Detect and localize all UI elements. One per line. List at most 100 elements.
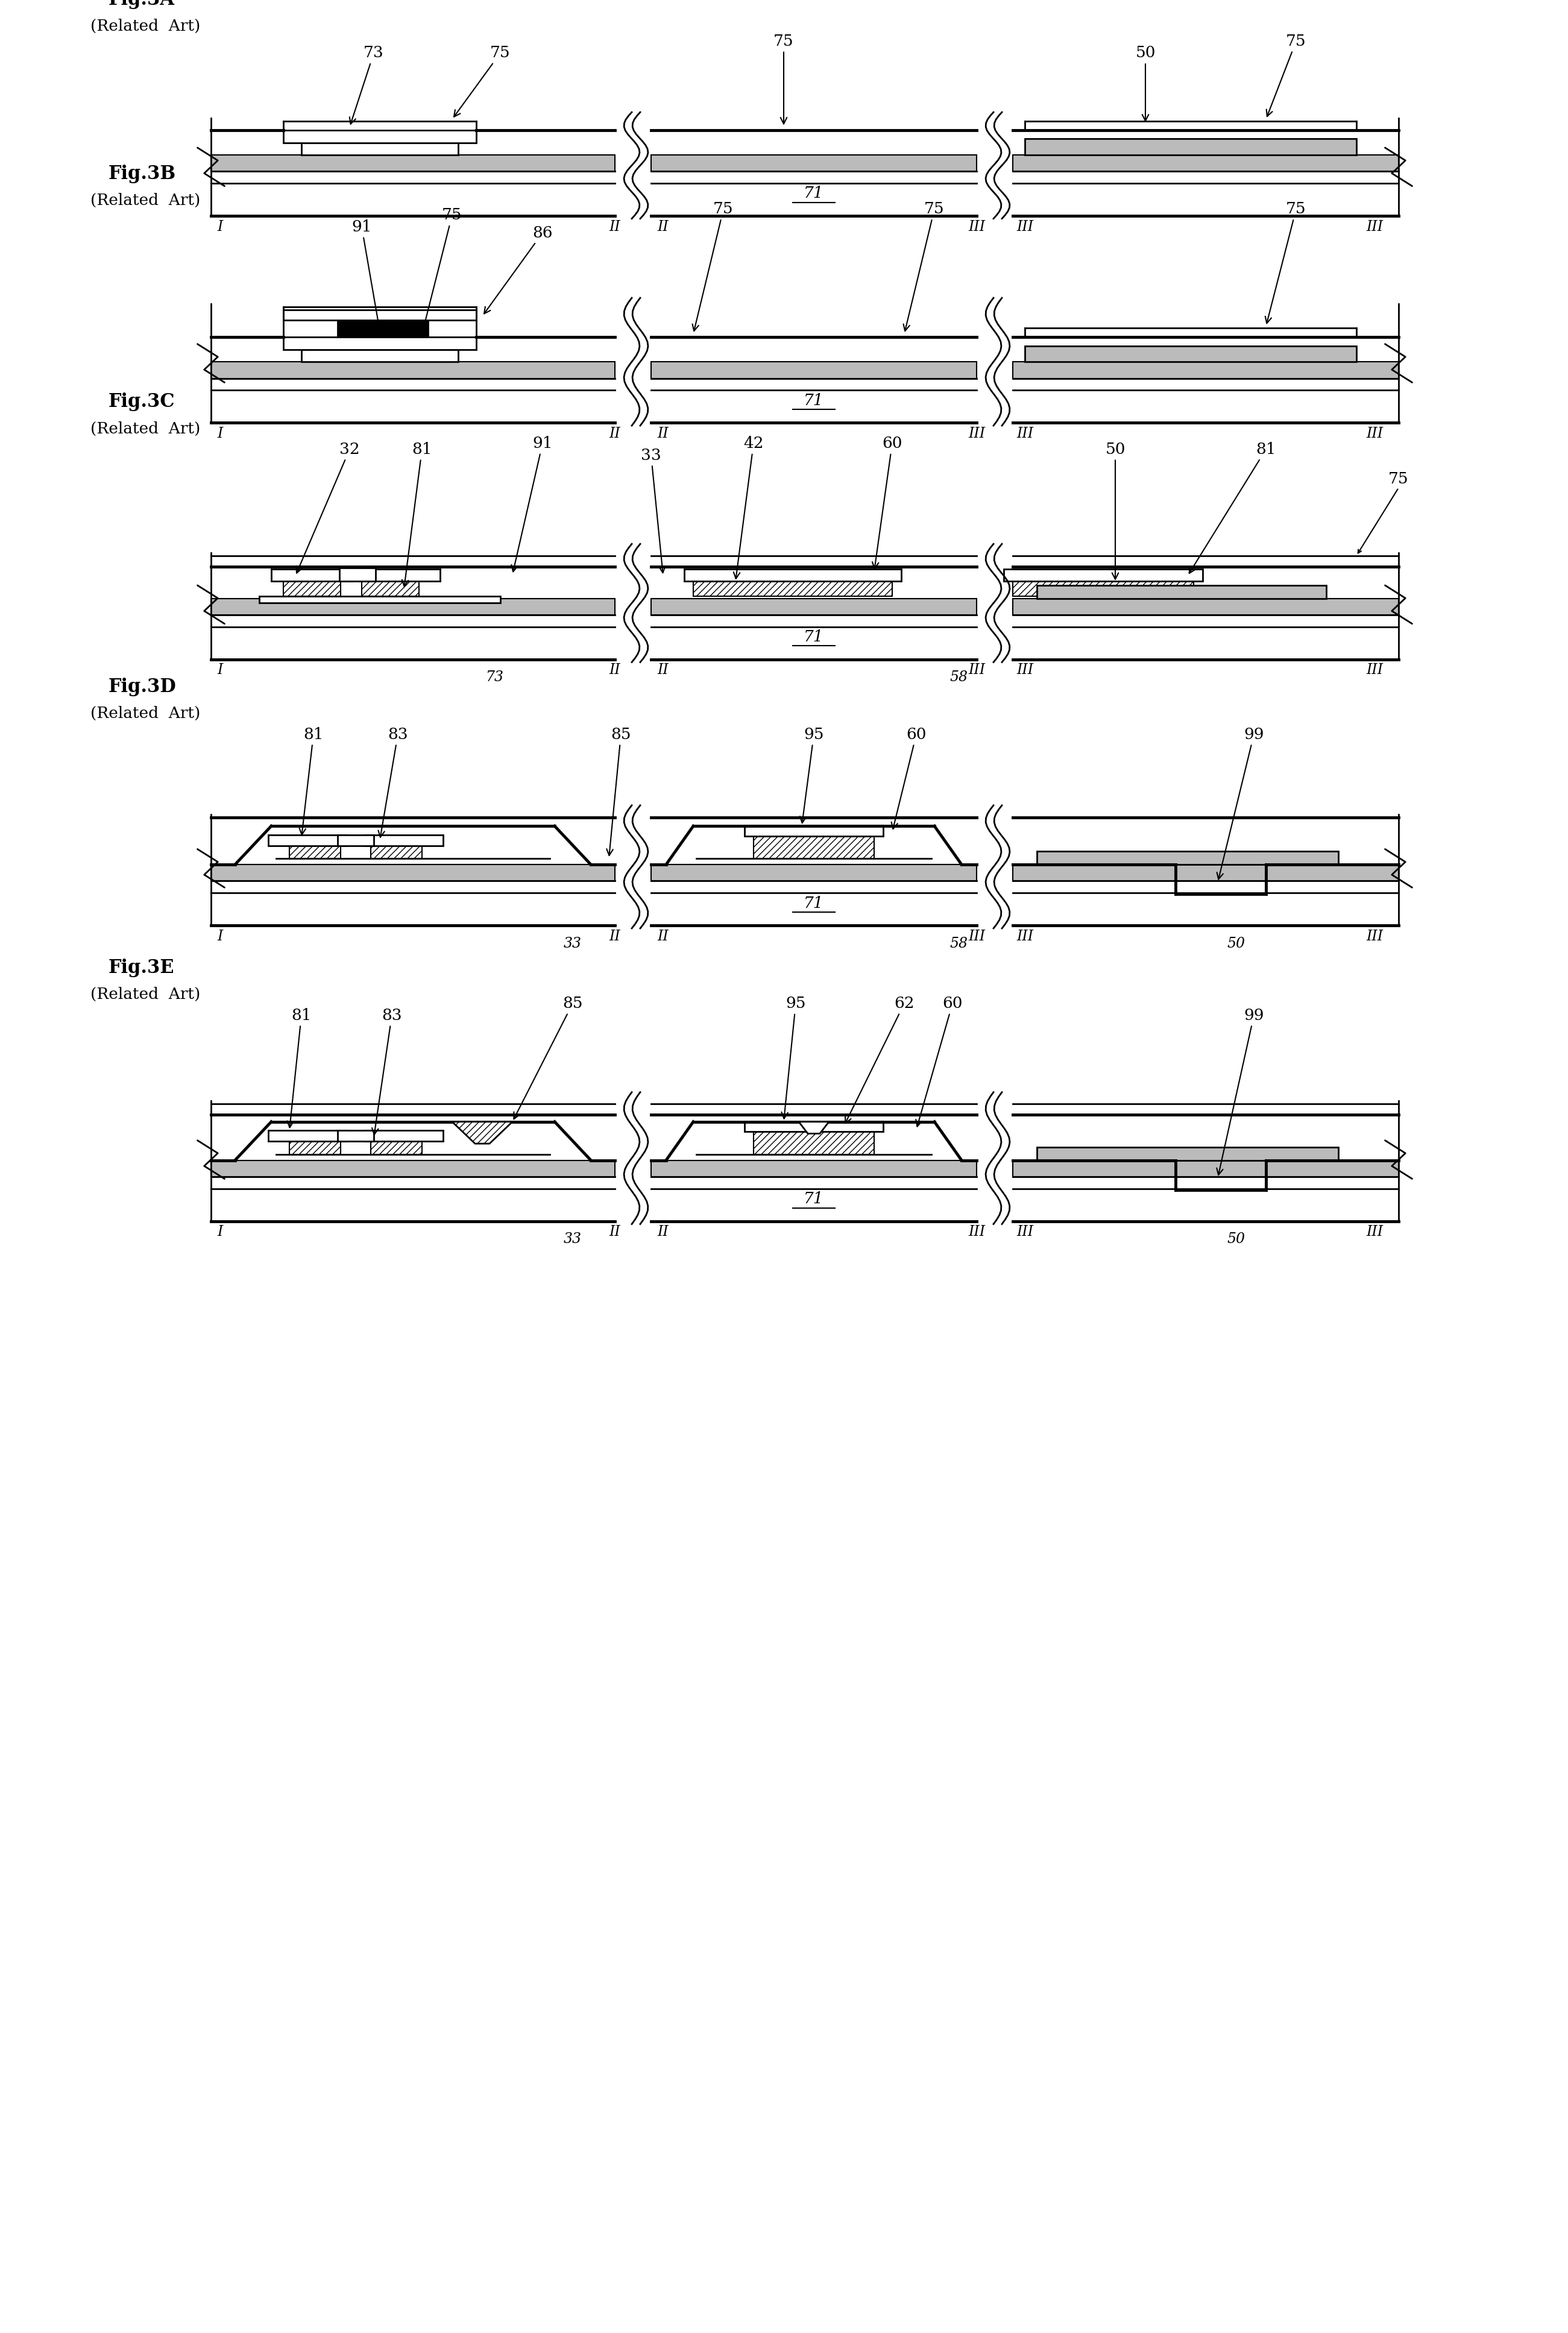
Text: 75: 75 (1265, 201, 1306, 324)
Text: 75: 75 (1389, 471, 1408, 485)
Bar (359, 569, 441, 581)
Bar (745, 826, 883, 835)
Text: 33: 33 (563, 1232, 582, 1246)
Polygon shape (452, 1122, 513, 1143)
Bar (365, 1132, 444, 1141)
Text: 75: 75 (693, 201, 734, 331)
Text: I: I (218, 929, 223, 943)
Polygon shape (798, 1122, 829, 1134)
Text: 81: 81 (401, 441, 433, 586)
Text: 83: 83 (372, 1008, 401, 1134)
Bar (290, 845, 340, 859)
Text: 50: 50 (1226, 936, 1245, 950)
Bar (651, 362, 977, 378)
Text: II: II (657, 427, 670, 441)
Text: III: III (1016, 663, 1033, 677)
Text: II: II (610, 219, 621, 233)
Text: III: III (1366, 219, 1383, 233)
Text: III: III (967, 663, 985, 677)
Text: I: I (218, 1225, 223, 1239)
Text: Fig.3A: Fig.3A (108, 0, 174, 9)
Bar (337, 320, 428, 336)
Text: 99: 99 (1217, 1008, 1264, 1176)
Text: 83: 83 (378, 728, 408, 838)
Text: III: III (967, 219, 985, 233)
Text: II: II (657, 929, 670, 943)
Bar (745, 1122, 883, 1132)
Text: II: II (610, 1225, 621, 1239)
Bar (754, 1132, 873, 1155)
Text: III: III (1366, 427, 1383, 441)
Bar (1025, 138, 1356, 154)
Text: I: I (218, 219, 223, 233)
Text: II: II (657, 219, 670, 233)
Text: III: III (1016, 219, 1033, 233)
Bar (339, 569, 376, 581)
Text: (Related  Art): (Related Art) (91, 19, 201, 35)
Bar (651, 1160, 977, 1176)
Bar (284, 310, 477, 320)
Bar (1036, 586, 1327, 597)
Text: 75: 75 (422, 208, 463, 331)
Bar (370, 1141, 422, 1155)
Text: 75: 75 (1267, 33, 1306, 117)
Bar (1013, 154, 1399, 170)
Bar (271, 569, 353, 581)
Text: 95: 95 (800, 728, 823, 824)
Bar (212, 866, 615, 882)
Text: 58: 58 (950, 670, 967, 684)
Text: 91: 91 (511, 436, 552, 572)
Text: II: II (657, 1225, 670, 1239)
Text: 91: 91 (351, 219, 381, 329)
Text: (Related  Art): (Related Art) (91, 194, 201, 208)
Text: III: III (1016, 1225, 1033, 1239)
Text: (Related  Art): (Related Art) (91, 987, 201, 1003)
Bar (284, 581, 340, 595)
Bar (337, 835, 373, 845)
Text: 60: 60 (872, 436, 902, 569)
Text: III: III (967, 929, 985, 943)
Text: (Related  Art): (Related Art) (91, 420, 201, 436)
Text: 50: 50 (1226, 1232, 1245, 1246)
Text: II: II (610, 427, 621, 441)
Bar (284, 336, 477, 350)
Bar (651, 154, 977, 170)
Bar (684, 569, 902, 581)
Text: 85: 85 (607, 728, 630, 856)
Text: III: III (1366, 663, 1383, 677)
Bar (212, 362, 615, 378)
Text: 75: 75 (773, 33, 793, 124)
Text: 60: 60 (891, 728, 927, 828)
Text: 71: 71 (804, 1192, 823, 1206)
Bar (1025, 345, 1356, 362)
Text: 33: 33 (641, 448, 665, 574)
Bar (370, 845, 422, 859)
Text: 50: 50 (1135, 47, 1156, 121)
Text: 62: 62 (845, 996, 914, 1122)
Text: 75: 75 (455, 47, 511, 117)
Bar (1013, 597, 1399, 616)
Text: 75: 75 (903, 201, 944, 331)
Text: 60: 60 (916, 996, 963, 1127)
Text: III: III (967, 427, 985, 441)
Text: Fig.3B: Fig.3B (108, 163, 176, 182)
Text: III: III (1016, 427, 1033, 441)
Text: 73: 73 (485, 670, 503, 684)
Text: 86: 86 (485, 226, 552, 313)
Text: III: III (1366, 1225, 1383, 1239)
Bar (284, 131, 477, 142)
Bar (268, 1132, 347, 1141)
Bar (337, 1132, 373, 1141)
Text: 95: 95 (781, 996, 806, 1120)
Bar (259, 595, 500, 602)
Bar (1013, 362, 1399, 378)
Text: 99: 99 (1217, 728, 1264, 880)
Text: 81: 81 (299, 728, 323, 835)
Bar (1036, 852, 1339, 866)
Text: 50: 50 (1105, 441, 1126, 579)
Text: I: I (218, 663, 223, 677)
Bar (1013, 866, 1399, 882)
Bar (301, 142, 458, 154)
Bar (1013, 1160, 1399, 1176)
Bar (365, 835, 444, 845)
